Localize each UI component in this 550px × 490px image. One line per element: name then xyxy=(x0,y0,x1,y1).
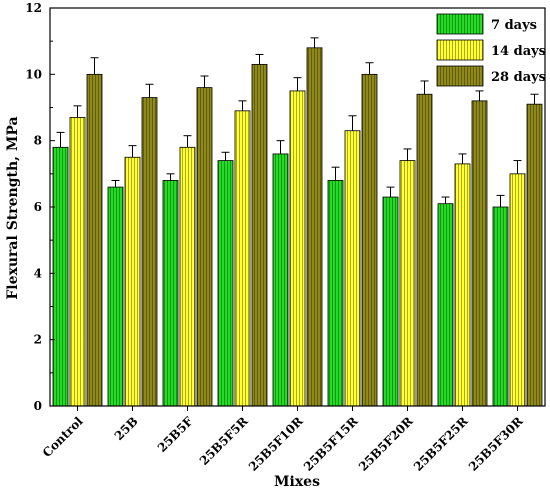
bar-25B5F15R-14-days xyxy=(344,130,361,407)
legend-label: 28 days xyxy=(491,70,546,85)
x-tick-label: 25B5F5R xyxy=(197,414,251,468)
error-bar xyxy=(310,37,319,48)
bar-25B5F25R-28-days xyxy=(471,100,488,407)
x-tick-label: 25B5F15R xyxy=(301,414,361,474)
error-bar xyxy=(183,135,192,148)
bar-25B5F25R-14-days xyxy=(454,163,471,407)
error-bar xyxy=(255,53,264,65)
bar-25B5F10R-7-days xyxy=(272,153,289,407)
error-bar xyxy=(475,90,484,101)
x-tick-label: 25B5F20R xyxy=(356,414,416,474)
bar-25B5F10R-28-days xyxy=(306,47,323,407)
error-bar xyxy=(441,196,450,204)
bar-25B5F-28-days xyxy=(196,87,213,407)
y-tick-label: 4 xyxy=(34,266,42,280)
x-tick-label: Control xyxy=(40,414,86,460)
bar-25B5F5R-28-days xyxy=(251,63,268,407)
error-bar xyxy=(348,115,357,131)
error-bar xyxy=(276,140,285,154)
bar-25B5F15R-7-days xyxy=(327,180,344,407)
bar-25B5F5R-7-days xyxy=(217,160,234,407)
error-bar xyxy=(200,75,209,88)
error-bar xyxy=(386,186,395,198)
bar-25B5F10R-14-days xyxy=(289,90,306,407)
error-bar xyxy=(145,83,154,98)
y-tick-label: 6 xyxy=(34,200,42,214)
y-tick-label: 10 xyxy=(25,67,42,81)
x-tick-label: 25B xyxy=(112,414,141,443)
bar-25B5F-14-days xyxy=(179,146,196,407)
error-bar xyxy=(128,145,137,158)
bar-Control-14-days xyxy=(69,117,86,407)
bar-25B-28-days xyxy=(141,97,158,407)
bar-25B5F20R-7-days xyxy=(382,196,399,407)
legend: 7 days 14 days 28 days xyxy=(436,13,546,87)
error-bar xyxy=(403,148,412,161)
error-bar xyxy=(513,160,522,174)
error-bar xyxy=(458,153,467,164)
y-tick-label: 2 xyxy=(34,333,42,347)
bar-25B5F25R-7-days xyxy=(437,203,454,407)
bar-Control-28-days xyxy=(86,73,103,407)
error-bar xyxy=(496,194,505,207)
bar-25B5F20R-14-days xyxy=(399,160,416,407)
legend-label: 7 days xyxy=(491,18,537,33)
error-bar xyxy=(90,57,99,75)
x-tick-label: 25B5F30R xyxy=(466,414,526,474)
x-axis-title: Mixes xyxy=(274,474,320,490)
bar-25B5F-7-days xyxy=(162,180,179,407)
legend-swatch xyxy=(436,39,484,61)
error-bar xyxy=(56,131,65,148)
bar-Control-7-days xyxy=(52,146,69,407)
error-bar xyxy=(331,166,340,181)
y-axis-title: Flexural Strength, MPa xyxy=(5,116,21,299)
x-tick-label: 25B5F25R xyxy=(411,414,471,474)
bar-25B5F30R-14-days xyxy=(509,173,526,407)
y-tick-label: 0 xyxy=(34,399,42,413)
error-bar xyxy=(111,179,120,188)
x-tick-label: 25B5F xyxy=(155,414,196,455)
bar-25B5F20R-28-days xyxy=(416,93,433,407)
legend-swatch xyxy=(436,65,484,87)
error-bar xyxy=(221,151,230,161)
y-tick-label: 12 xyxy=(25,1,42,15)
bar-25B5F15R-28-days xyxy=(361,73,378,407)
bar-25B-14-days xyxy=(124,156,141,407)
legend-swatch xyxy=(436,13,484,35)
legend-label: 14 days xyxy=(491,44,546,59)
bar-25B5F5R-14-days xyxy=(234,110,251,407)
error-bar xyxy=(73,105,82,118)
error-bar xyxy=(238,100,247,111)
error-bar xyxy=(166,173,175,181)
bar-25B5F30R-28-days xyxy=(526,103,543,407)
bar-25B5F30R-7-days xyxy=(492,206,509,407)
bar-25B-7-days xyxy=(107,186,124,407)
error-bar xyxy=(420,80,429,95)
error-bar xyxy=(293,77,302,91)
error-bar xyxy=(530,93,539,105)
bars-layer xyxy=(52,37,543,407)
x-tick-label: 25B5F10R xyxy=(246,414,306,474)
error-bar xyxy=(365,62,374,75)
y-tick-label: 8 xyxy=(34,134,42,148)
